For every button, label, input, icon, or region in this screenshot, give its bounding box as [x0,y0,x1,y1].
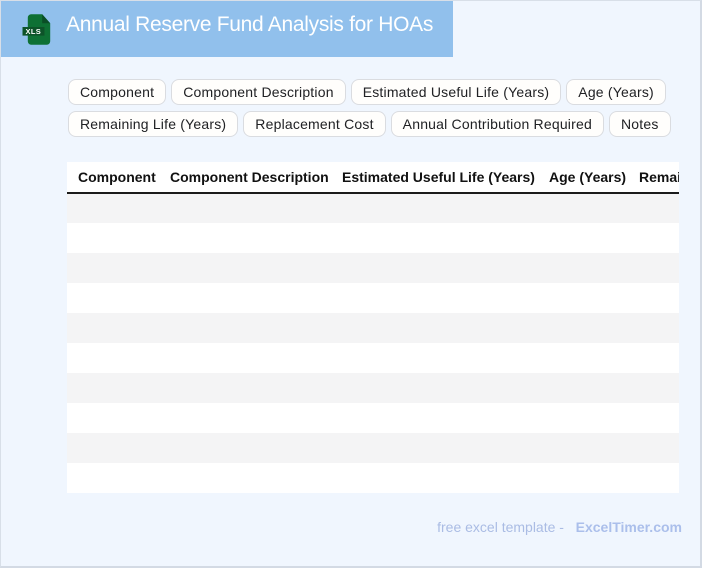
svg-text:XLS: XLS [26,27,42,36]
